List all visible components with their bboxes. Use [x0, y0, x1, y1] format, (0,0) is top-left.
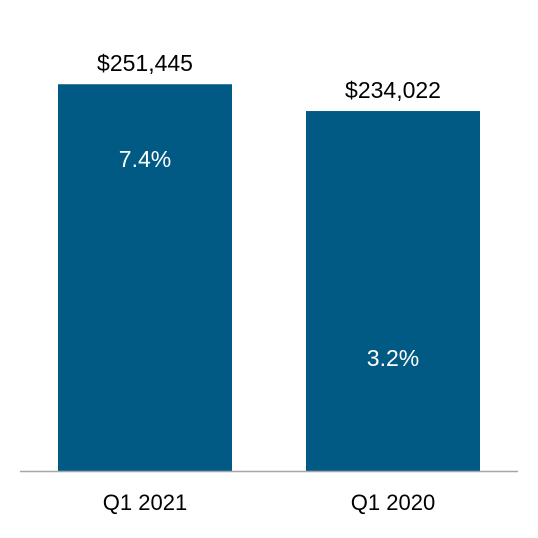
- category-label-0: Q1 2021: [103, 490, 187, 515]
- value-label-1: $234,022: [345, 77, 441, 103]
- inner-label-1: 3.2%: [367, 345, 419, 371]
- bar-1: [306, 111, 480, 472]
- category-label-1: Q1 2020: [351, 490, 435, 515]
- bars-group: [58, 84, 480, 472]
- bar-0: [58, 84, 232, 472]
- labels-group: $251,445 Q1 2021 $234,022 Q1 2020 7.4% 3.2%: [97, 50, 441, 515]
- inner-label-0: 7.4%: [119, 146, 171, 172]
- value-label-0: $251,445: [97, 50, 193, 76]
